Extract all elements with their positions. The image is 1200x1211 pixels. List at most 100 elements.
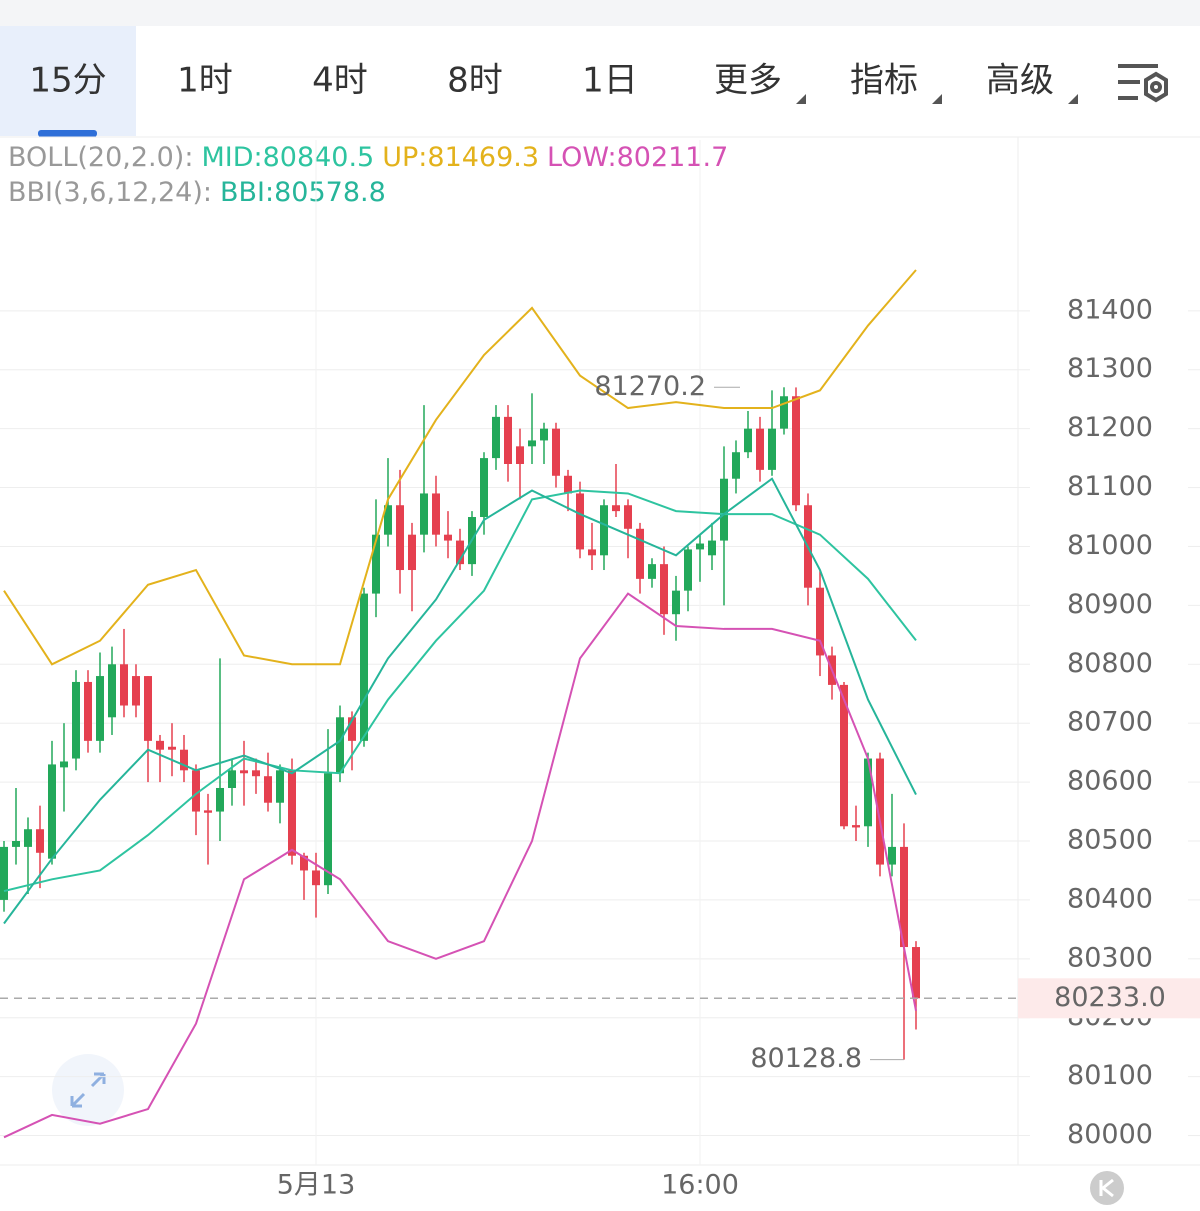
tab[interactable]: 1日 [582, 61, 638, 101]
indicator-line [3, 269, 917, 666]
candle-body [684, 549, 692, 591]
candle-body [420, 493, 428, 535]
y-tick-label: 81200 [1067, 412, 1153, 443]
y-tick-label: 80300 [1067, 942, 1153, 973]
candle-body [48, 764, 56, 859]
k-icon[interactable] [1090, 1171, 1124, 1205]
legend-label: BBI(3,6,12,24): [8, 177, 212, 208]
y-tick-label: 80700 [1067, 707, 1153, 738]
candle-body [756, 428, 764, 470]
y-tick-label: 81400 [1067, 294, 1153, 325]
dropdown-caret [1068, 94, 1078, 104]
candle-body [744, 428, 752, 453]
candle-body [636, 528, 644, 579]
candle-body [120, 664, 128, 706]
candle-body [540, 428, 548, 441]
candle-body [480, 458, 488, 518]
candle-body [156, 740, 164, 750]
legend-item: MID:80840.5 [201, 142, 374, 173]
high-label: 81270.2 [594, 371, 706, 402]
indicator-line [3, 592, 917, 1139]
candle-body [204, 810, 212, 813]
candle-body [132, 676, 140, 706]
y-tick-label: 81000 [1067, 530, 1153, 561]
y-tick-label: 81100 [1067, 471, 1153, 502]
candle-body [660, 564, 668, 615]
status-strip [0, 0, 1200, 26]
low-label: 80128.8 [750, 1043, 862, 1074]
candle-body [168, 746, 176, 750]
expand-icon[interactable] [52, 1054, 124, 1126]
tab[interactable]: 15分 [29, 61, 106, 101]
candle-body [852, 825, 860, 828]
y-tick-label: 81300 [1067, 353, 1153, 384]
candle-body [720, 478, 728, 541]
candle-body [144, 676, 152, 741]
current-price-box [1018, 978, 1200, 1019]
legend-item: BBI:80578.8 [220, 177, 386, 208]
candle-body [708, 540, 716, 556]
candle-body [276, 770, 284, 803]
tab[interactable]: 高级 [986, 61, 1054, 101]
candle-body [240, 770, 248, 774]
tab[interactable]: 4时 [312, 61, 368, 101]
candle-body [336, 717, 344, 774]
candle-body [516, 446, 524, 464]
y-tick-label: 80100 [1067, 1060, 1153, 1091]
candle-body [312, 870, 320, 886]
candle-body [192, 770, 200, 812]
candle-body [552, 428, 560, 476]
candle-body [576, 493, 584, 550]
candle-body [456, 540, 464, 565]
candle-body [348, 717, 356, 741]
candle-body [624, 505, 632, 529]
dropdown-caret [796, 94, 806, 104]
candle-body [732, 452, 740, 479]
legend-item: LOW:80211.7 [547, 142, 728, 173]
active-tab-indicator [38, 130, 97, 137]
indicator-line [3, 489, 917, 893]
candle-body [900, 846, 908, 948]
candle-body [288, 770, 296, 856]
current-price-label: 80233.0 [1054, 982, 1166, 1013]
candle-body [444, 534, 452, 541]
y-tick-label: 80400 [1067, 883, 1153, 914]
legend-label: BOLL(20,2.0): [8, 142, 193, 173]
active-tab-bg [0, 26, 136, 136]
candle-body [408, 534, 416, 571]
candle-body [324, 773, 332, 886]
candle-body [564, 475, 572, 494]
candle-body [84, 681, 92, 741]
tab[interactable]: 指标 [850, 61, 918, 101]
candle-body [588, 549, 596, 556]
candle-body [528, 440, 536, 447]
candle-body [864, 758, 872, 827]
candle-body [816, 587, 824, 656]
candle-body [672, 590, 680, 615]
y-tick-label: 80000 [1067, 1119, 1153, 1150]
legend-row: BBI(3,6,12,24): BBI:80578.8 [8, 177, 386, 208]
dropdown-caret [932, 94, 942, 104]
candle-body [612, 505, 620, 512]
settings-icon[interactable] [1118, 64, 1168, 103]
candle-body [600, 505, 608, 556]
y-tick-label: 80600 [1067, 766, 1153, 797]
candle-body [384, 505, 392, 535]
tab[interactable]: 8时 [447, 61, 503, 101]
tab[interactable]: 更多 [714, 61, 782, 101]
x-tick-label: 16:00 [661, 1170, 739, 1201]
candle-body [648, 564, 656, 579]
candle-body [72, 681, 80, 759]
y-tick-label: 80500 [1067, 825, 1153, 856]
x-tick-label: 5月13 [277, 1170, 356, 1201]
candle-body [60, 761, 68, 768]
candle-body [12, 841, 20, 847]
candle-body [108, 664, 116, 718]
candle-body [504, 416, 512, 464]
candle-body [792, 396, 800, 506]
legend-row: BOLL(20,2.0): MID:80840.5 UP:81469.3 LOW:80… [8, 142, 728, 173]
tab[interactable]: 1时 [177, 61, 233, 101]
candle-body [24, 829, 32, 847]
